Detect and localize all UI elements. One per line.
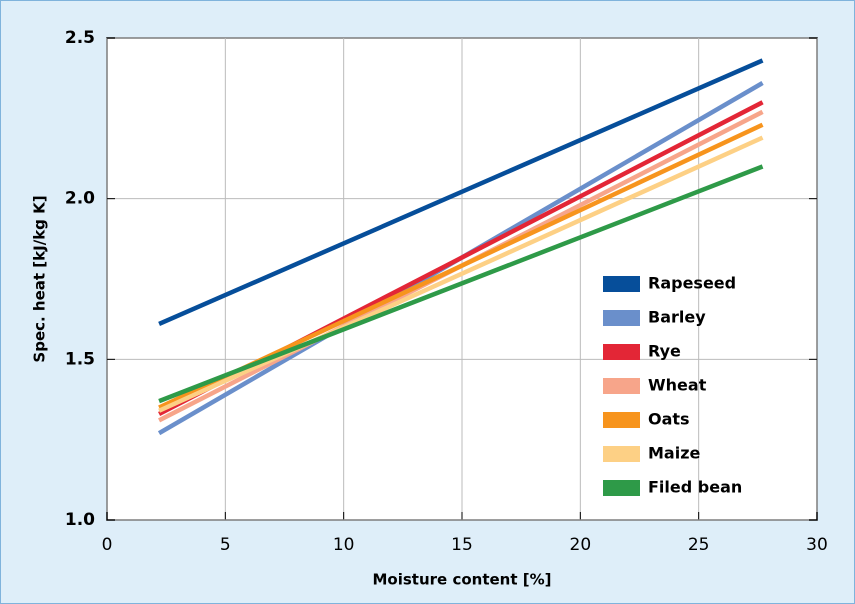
- y-axis-label: Spec. heat [kJ/kg K]: [31, 195, 49, 362]
- y-tick-label: 1.5: [65, 349, 95, 369]
- legend-swatch: [603, 344, 640, 360]
- x-tick-label: 25: [688, 535, 710, 555]
- x-tick-label: 30: [806, 535, 828, 555]
- legend-label: Rapeseed: [648, 274, 736, 293]
- legend-label: Maize: [648, 444, 701, 463]
- legend-label: Oats: [648, 410, 690, 429]
- legend-swatch: [603, 310, 640, 326]
- x-tick-label: 5: [220, 535, 231, 555]
- legend-label: Rye: [648, 342, 681, 361]
- legend-label: Barley: [648, 308, 706, 327]
- x-tick-label: 0: [102, 535, 113, 555]
- x-axis-label: Moisture content [%]: [373, 571, 552, 589]
- legend-swatch: [603, 480, 640, 496]
- legend-swatch: [603, 378, 640, 394]
- x-tick-label: 20: [570, 535, 592, 555]
- x-tick-label: 15: [451, 535, 473, 555]
- legend-label: Filed bean: [648, 478, 742, 497]
- legend-label: Wheat: [648, 376, 707, 395]
- x-tick-label: 10: [333, 535, 355, 555]
- y-tick-label: 2.5: [65, 28, 95, 48]
- series-line: [158, 135, 764, 413]
- series-line: [158, 58, 764, 327]
- y-tick-label: 2.0: [65, 189, 95, 209]
- series-line: [158, 164, 764, 404]
- legend-swatch: [603, 446, 640, 462]
- legend-swatch: [603, 412, 640, 428]
- y-tick-label: 1.0: [65, 510, 95, 530]
- legend-swatch: [603, 276, 640, 292]
